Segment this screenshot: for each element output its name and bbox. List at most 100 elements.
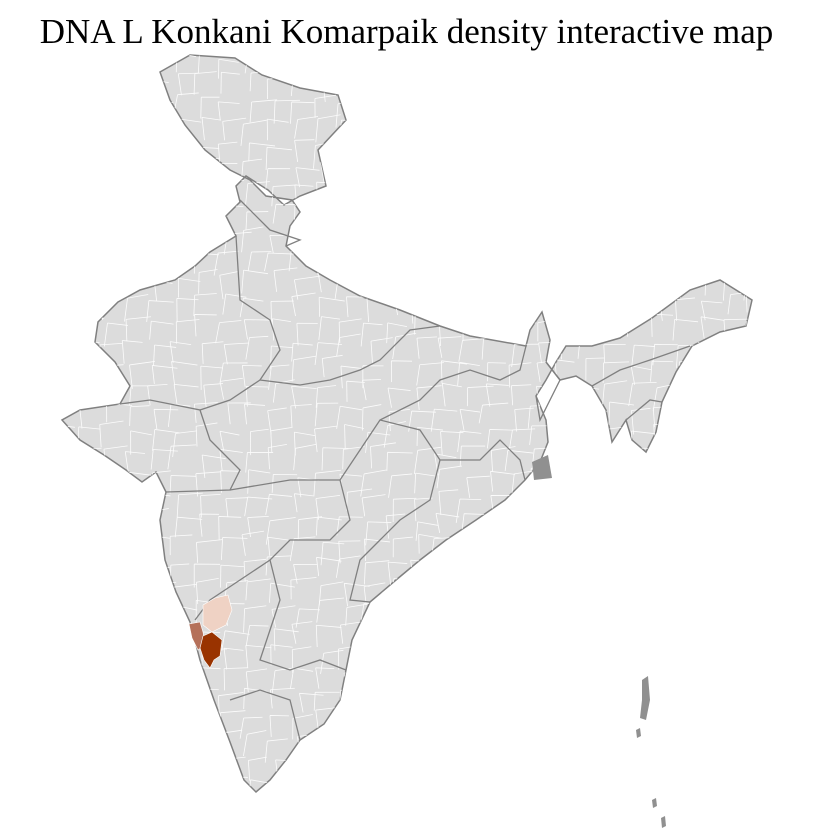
district-border [251, 819, 272, 833]
district-border [506, 780, 527, 792]
district-border [780, 429, 802, 451]
district-border [504, 671, 534, 693]
district-border [369, 229, 394, 249]
district-border [772, 473, 794, 497]
district-border [220, 71, 240, 94]
district-border [243, 730, 267, 757]
district-border [538, 558, 561, 583]
district-border [169, 782, 192, 792]
district-border [439, 295, 462, 321]
district-border [83, 729, 103, 756]
district-border [584, 694, 608, 717]
district-border [658, 670, 678, 694]
district-border [437, 336, 462, 358]
district-border [340, 365, 363, 389]
district-border [320, 541, 345, 566]
district-border [265, 517, 296, 545]
district-border [169, 475, 197, 494]
district-border [78, 294, 102, 318]
district-border [97, 491, 122, 511]
district-border [102, 94, 127, 118]
district-border [694, 605, 719, 630]
district-border [194, 402, 218, 423]
district-border [369, 739, 394, 763]
district-border [194, 715, 216, 735]
district-border [726, 58, 752, 82]
district-border [267, 407, 287, 435]
district-border [105, 783, 130, 792]
district-border [414, 650, 438, 673]
district-border [129, 405, 150, 426]
district-border [754, 652, 780, 675]
district-border [768, 226, 794, 246]
district-border [289, 536, 316, 562]
district-border [193, 563, 221, 588]
district-border [513, 709, 540, 731]
district-border [722, 426, 742, 454]
district-border [582, 562, 606, 583]
district-border [225, 497, 248, 517]
district-border [679, 145, 702, 168]
district-border [338, 73, 358, 98]
district-border [578, 759, 602, 779]
district-border [532, 688, 558, 710]
district-border [80, 563, 104, 586]
district-border [753, 796, 772, 821]
district-border [320, 733, 342, 754]
district-border [698, 92, 720, 117]
district-border [628, 584, 654, 605]
district-border [129, 600, 150, 623]
district-border [700, 316, 725, 339]
district-border [62, 333, 71, 357]
district-border [510, 211, 535, 234]
district-border [62, 120, 80, 141]
district-border [107, 737, 131, 762]
district-border [747, 386, 752, 409]
district-border [459, 408, 481, 431]
district-border [434, 249, 457, 269]
district-border [201, 454, 226, 478]
district-border [220, 470, 241, 493]
district-border [174, 159, 195, 183]
district-border [413, 757, 436, 777]
district-border [388, 822, 410, 833]
district-border [491, 96, 517, 116]
district-border [724, 775, 745, 792]
district-border [79, 596, 100, 623]
district-border [83, 687, 109, 707]
district-border [681, 379, 706, 400]
district-border [483, 779, 507, 792]
district-border [270, 427, 292, 453]
district-border [244, 496, 273, 517]
district-border [62, 609, 73, 631]
district-border [485, 119, 513, 139]
district-border [62, 758, 79, 780]
district-border [626, 631, 649, 652]
district-border [466, 782, 487, 792]
district-border [62, 469, 84, 489]
district-high-density[interactable] [199, 631, 223, 669]
district-border [676, 477, 696, 497]
district-border [458, 338, 487, 362]
district-border [698, 386, 720, 409]
district-border [290, 101, 315, 124]
district-border [152, 429, 180, 451]
district-border [746, 784, 752, 792]
district-border [535, 497, 555, 517]
district-low-density[interactable] [202, 594, 233, 633]
district-border [218, 516, 242, 541]
district-border [315, 385, 337, 408]
district-border [241, 226, 264, 253]
district-border [169, 761, 194, 782]
district-border [338, 711, 361, 738]
district-border [62, 222, 76, 248]
district-border [626, 753, 653, 775]
district-border [770, 118, 791, 137]
district-border [436, 223, 463, 247]
district-border [557, 778, 582, 792]
district-border [268, 364, 290, 390]
district-border [677, 182, 699, 203]
district-border [464, 731, 486, 751]
district-border [77, 255, 99, 281]
